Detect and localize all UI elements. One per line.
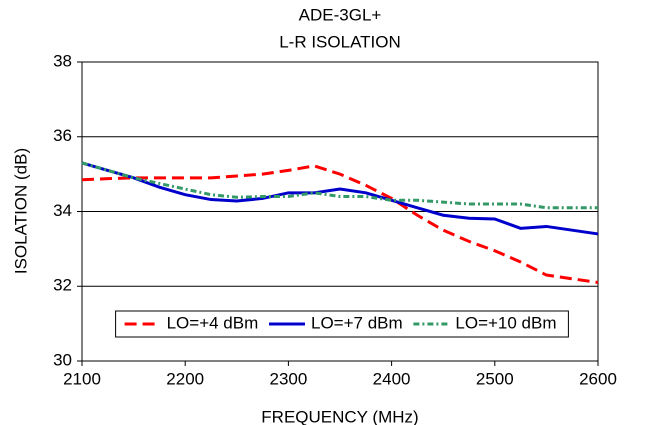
x-tick-label: 2500	[476, 369, 514, 388]
y-tick-label: 36	[53, 126, 72, 145]
x-tick-label: 2200	[166, 369, 204, 388]
plot-frame	[81, 61, 599, 362]
x-tick-label: 2400	[373, 369, 411, 388]
line-series	[81, 164, 599, 284]
x-axis-label: FREQUENCY (MHz)	[261, 407, 418, 425]
y-tick-label: 38	[53, 51, 72, 70]
chart-title: ADE-3GL+	[299, 5, 382, 24]
line-series	[81, 161, 599, 236]
x-tick-label: 2300	[269, 369, 307, 388]
legend-label: LO=+10 dBm	[455, 313, 556, 332]
legend-label: LO=+7 dBm	[311, 313, 403, 332]
y-tick-label: 34	[53, 201, 72, 220]
y-tick-label: 32	[53, 276, 72, 295]
legend-label: LO=+4 dBm	[167, 313, 259, 332]
legend-box	[115, 310, 569, 338]
x-tick-label: 2600	[579, 369, 617, 388]
y-tick-label: 30	[53, 350, 72, 369]
y-axis-label: ISOLATION (dB)	[11, 148, 30, 274]
x-tick-label: 2100	[63, 369, 101, 388]
line-series	[81, 161, 598, 210]
chart-subtitle: L-R ISOLATION	[279, 32, 401, 51]
